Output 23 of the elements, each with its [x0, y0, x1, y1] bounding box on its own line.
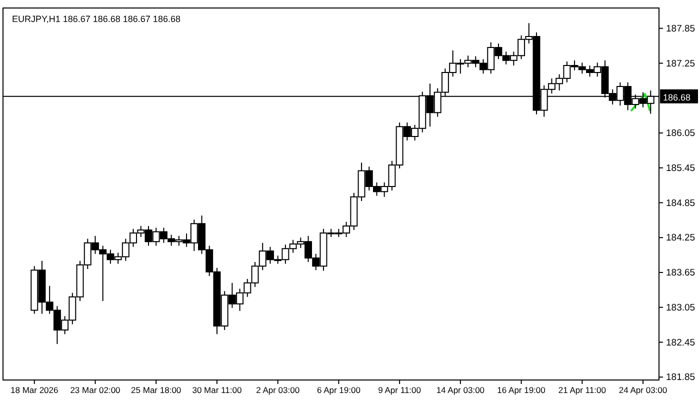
- y-tick-label: 187.85: [666, 23, 696, 34]
- y-tick-label: 182.45: [666, 337, 696, 348]
- x-tick-label: 23 Mar 02:00: [70, 385, 121, 396]
- y-tick-label: 187.25: [666, 58, 696, 70]
- x-tick-label: 24 Apr 03:00: [618, 385, 668, 396]
- ref-line-label: 186.68: [663, 92, 691, 102]
- text: EURJPY,H1 186.67 186.68 186.67 186.68: [12, 14, 180, 24]
- y-tick-label: 181.85: [666, 372, 696, 384]
- y-tick-label: 184.85: [666, 198, 696, 209]
- x-tick-label: 14 Apr 03:00: [436, 385, 485, 396]
- x-tick-label: 2 Apr 03:00: [256, 385, 300, 396]
- x-tick-label: 9 Apr 11:00: [378, 385, 422, 396]
- y-tick-label: 183.05: [666, 302, 696, 314]
- x-tick-label: 18 Mar 2026: [10, 385, 59, 396]
- y-tick-label: 184.25: [666, 232, 696, 244]
- y-tick-label: 183.65: [666, 268, 696, 279]
- y-tick-label: 185.45: [666, 162, 696, 174]
- x-tick-label: 6 Apr 19:00: [316, 385, 361, 396]
- x-tick-label: 21 Apr 11:00: [558, 385, 606, 396]
- x-tick-label: 16 Apr 19:00: [497, 385, 546, 396]
- x-tick-label: 25 Mar 18:00: [131, 385, 182, 396]
- y-tick-label: 186.05: [666, 128, 696, 140]
- x-tick-label: 30 Mar 11:00: [192, 385, 242, 396]
